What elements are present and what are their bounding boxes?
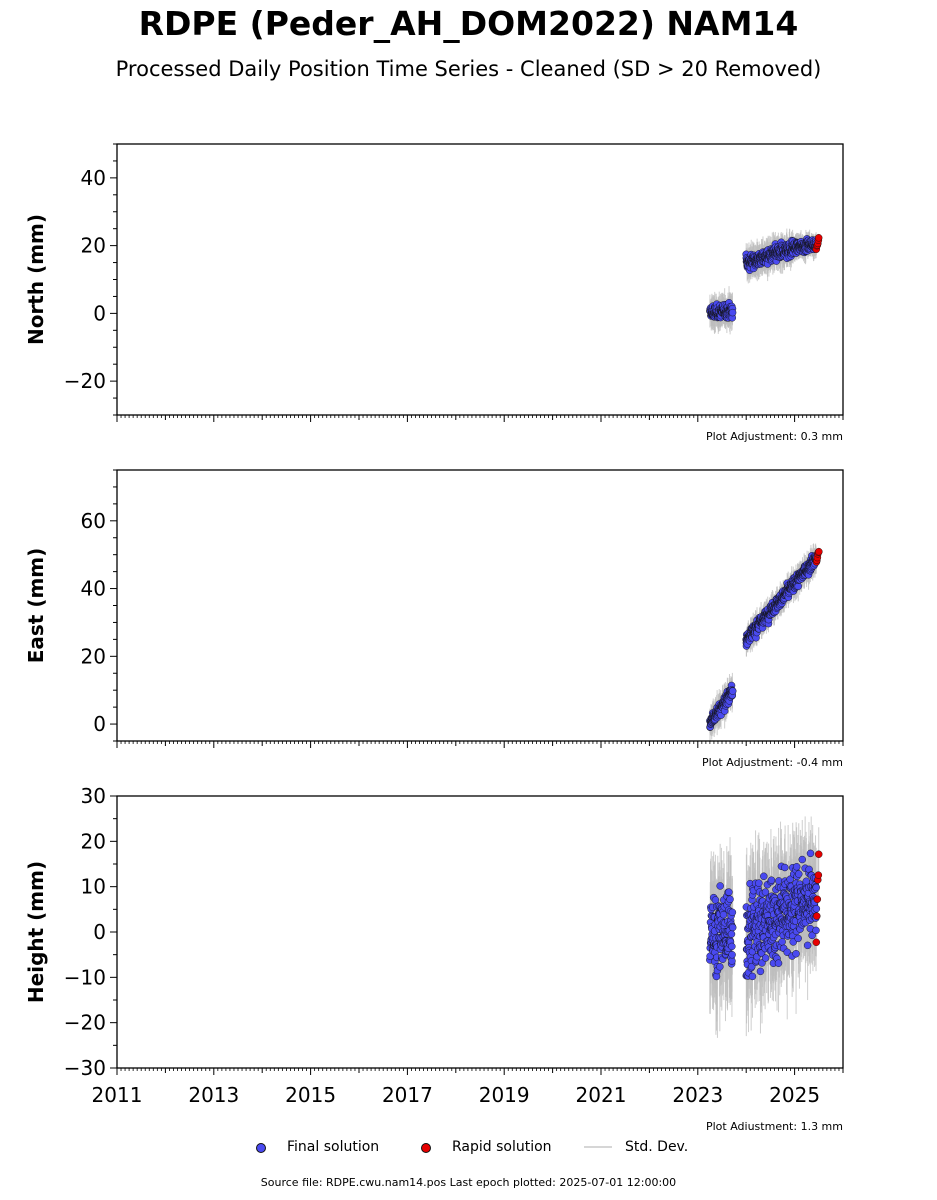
rapid-solution-point (815, 547, 823, 556)
rapid-solution-point (812, 938, 821, 947)
final-solution-point (803, 941, 812, 950)
y-tick-label: 20 (81, 234, 106, 258)
final-solution-point (812, 883, 820, 892)
y-tick-label: 40 (81, 577, 106, 601)
y-tick-label: 40 (81, 166, 106, 190)
legend-item-stddev: Std. Dev. (584, 1136, 704, 1158)
final-solution-point (808, 931, 816, 940)
final-solution-point (729, 687, 737, 695)
final-solution-point (728, 923, 737, 932)
y-tick-label: −30 (64, 1056, 106, 1080)
plot-adjustment-note: Plot Adjustment: -0.4 mm (702, 756, 843, 769)
chart-panel-1: −20 0 20 40 North (mm) Plot Adjustment: 0.3 m… (24, 143, 844, 443)
x-tick-label: 2023 (672, 1083, 723, 1107)
final-solution-point (748, 972, 757, 981)
x-tick-label: 2015 (285, 1083, 336, 1107)
final-solution-point (725, 888, 733, 896)
final-solution-point (761, 888, 770, 896)
y-axis-label: Height (mm) (24, 861, 48, 1003)
final-solution-point (728, 908, 737, 917)
final-solution-point (794, 934, 802, 943)
final-solution-point (781, 863, 789, 872)
y-tick-label: 0 (93, 712, 106, 736)
final-solution-point (747, 962, 756, 971)
chart-area: −20 0 20 40 North (mm) Plot Adjustment: 0.3 m… (24, 143, 844, 1130)
rapid-solution-marker-icon (421, 1143, 431, 1153)
axes-frame (116, 469, 844, 742)
rapid-solution-point (813, 912, 821, 920)
final-solution-point (783, 948, 791, 956)
plot-area-2 (706, 543, 823, 741)
final-solution-point (812, 905, 821, 913)
legend: Final solution Rapid solution Std. Dev. (0, 1136, 937, 1158)
final-solution-point (792, 863, 801, 871)
x-tick-label: 2017 (382, 1083, 433, 1107)
x-tick-label: 2019 (479, 1083, 530, 1107)
chart-panel-3: −30 −20 −10 0 10 20 30 2011 2013 2015 2017 2019 2021… (24, 784, 844, 1130)
final-solution-point (755, 879, 763, 887)
legend-label-final: Final solution (287, 1139, 380, 1155)
legend-item-rapid: Rapid solution (421, 1136, 581, 1158)
final-solution-point (778, 938, 786, 946)
final-solution-point (798, 855, 806, 864)
plot-area-3 (706, 816, 823, 1038)
x-tick-label: 2021 (576, 1083, 627, 1107)
axes-frame (116, 143, 844, 416)
y-axis-label: East (mm) (24, 548, 48, 664)
y-tick-label: −20 (64, 1011, 106, 1035)
final-solution-point (792, 950, 800, 958)
final-solution-point (728, 957, 736, 965)
final-solution-point (774, 959, 783, 967)
y-tick-label: 30 (81, 784, 106, 808)
x-tick-label: 2011 (92, 1083, 143, 1107)
legend-label-stddev: Std. Dev. (625, 1139, 689, 1155)
final-solution-point (726, 895, 734, 903)
final-solution-point (728, 951, 736, 959)
y-tick-label: 0 (93, 920, 106, 944)
rapid-solution-point (814, 871, 823, 879)
final-solution-point (812, 926, 820, 935)
page-title: RDPE (Peder_AH_DOM2022) NAM14 (138, 4, 799, 43)
final-solution-point (728, 942, 736, 951)
y-tick-label: −10 (64, 965, 106, 989)
plot-adjustment-note: Plot Adjustment: 0.3 mm (706, 430, 843, 443)
final-solution-point (775, 877, 783, 885)
plot-adjustment-note: Plot Adjustment: 1.3 mm (706, 1120, 843, 1130)
final-solution-point (761, 954, 770, 962)
x-tick-label: 2025 (769, 1083, 820, 1107)
x-tick-label: 2013 (188, 1083, 239, 1107)
footer-source-note: Source file: RDPE.cwu.nam14.pos Last epo… (260, 1176, 677, 1189)
y-tick-label: 20 (81, 644, 106, 668)
final-solution-point (786, 875, 794, 883)
y-tick-label: 60 (81, 509, 106, 533)
final-solution-point (728, 308, 737, 317)
final-solution-point (767, 876, 776, 884)
final-solution-point (716, 882, 724, 890)
final-solution-point (760, 872, 768, 880)
std-dev-line-icon (584, 1146, 612, 1148)
y-tick-label: 0 (93, 301, 106, 325)
final-solution-point (795, 870, 803, 878)
rapid-solution-point (815, 850, 823, 858)
final-solution-point (727, 930, 736, 938)
plot-area-1 (706, 228, 823, 335)
rapid-solution-point (813, 895, 822, 904)
y-tick-label: 20 (81, 829, 106, 853)
final-solution-point (719, 910, 728, 919)
final-solution-point (756, 967, 765, 976)
chart-panel-2: 0 20 40 60 East (mm) Plot Adjustment: -0.4 mm (24, 469, 844, 769)
final-solution-point (716, 963, 724, 971)
rapid-solution-point (814, 234, 823, 242)
y-tick-label: −20 (64, 369, 106, 393)
legend-item-final: Final solution (256, 1136, 416, 1158)
final-solution-marker-icon (256, 1143, 266, 1153)
page-subtitle: Processed Daily Position Time Series - C… (115, 57, 822, 81)
final-solution-point (806, 849, 815, 858)
y-axis-label: North (mm) (24, 214, 48, 345)
y-tick-label: 10 (81, 875, 106, 899)
legend-label-rapid: Rapid solution (452, 1139, 552, 1155)
